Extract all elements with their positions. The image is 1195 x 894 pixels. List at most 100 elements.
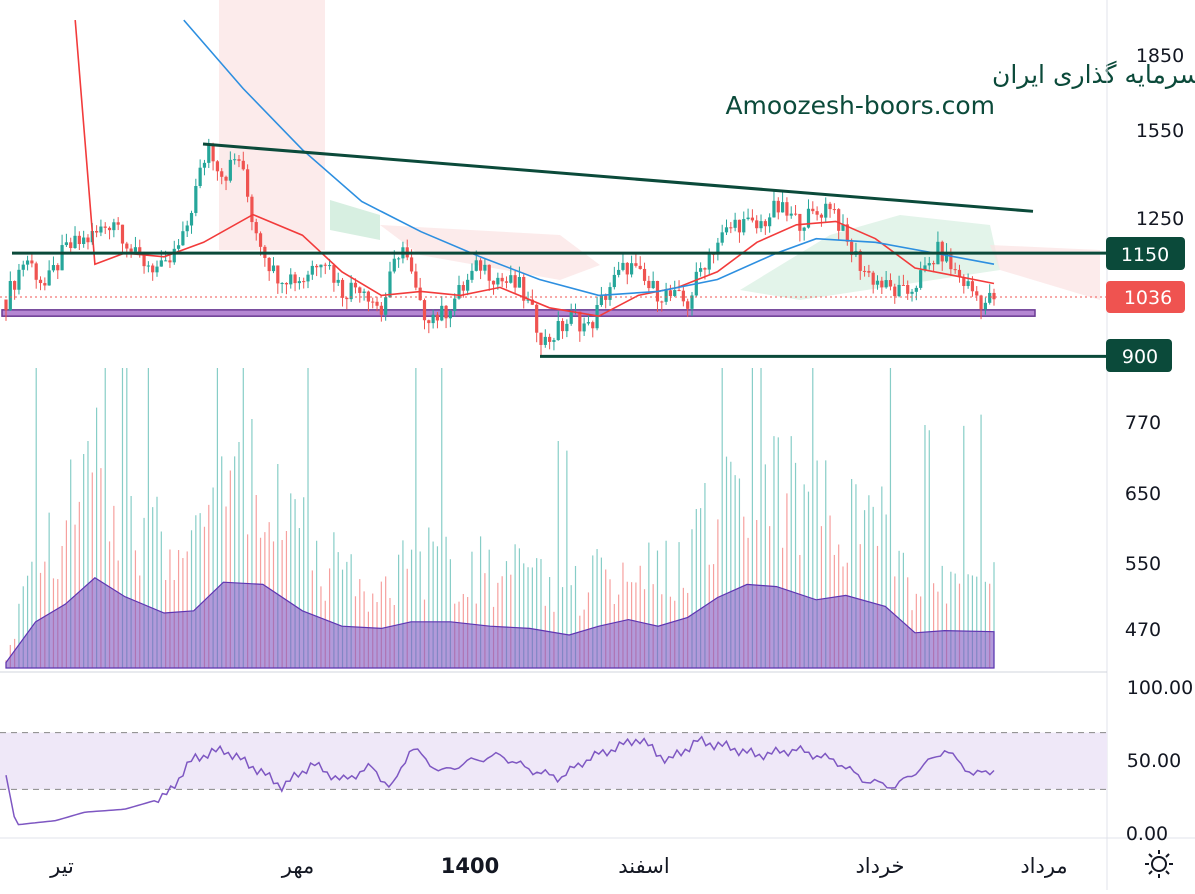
candle [811, 201, 815, 215]
candle [776, 197, 780, 220]
candle [233, 153, 237, 165]
price-axis[interactable]: 1850 1550 1250 770 650 550 470 [1125, 45, 1184, 641]
level-900-label[interactable]: 900 [1106, 339, 1172, 372]
candle [560, 318, 565, 339]
candle [742, 211, 746, 236]
candle [638, 256, 642, 270]
candle [310, 260, 314, 280]
candle [729, 222, 733, 234]
candle [224, 175, 228, 191]
descending-trendline[interactable] [202, 142, 1034, 213]
candle [992, 288, 996, 306]
candle [215, 160, 220, 181]
rsi-line [5, 735, 995, 826]
candle [345, 297, 349, 310]
price-tick: 650 [1125, 483, 1161, 505]
candle [975, 286, 979, 301]
last-price-label[interactable]: 1036 [1106, 281, 1185, 313]
candle [4, 299, 8, 321]
candle [103, 222, 107, 234]
candle [379, 302, 383, 322]
candle [828, 201, 832, 218]
candle [927, 256, 931, 270]
time-tick: مهر [281, 854, 315, 878]
candle [526, 291, 530, 304]
candle [133, 236, 138, 252]
candle [893, 283, 897, 304]
candle [483, 258, 487, 275]
candle [146, 261, 150, 273]
time-axis[interactable]: تیر مهر 1400 اسفند خرداد مرداد [49, 854, 1068, 878]
candle [448, 309, 452, 328]
candle [250, 194, 254, 231]
candle [293, 271, 297, 292]
candle [388, 261, 392, 298]
candle [38, 276, 43, 291]
settings-button[interactable] [1145, 850, 1173, 878]
rsi-pane[interactable] [0, 732, 1107, 826]
candle [82, 230, 86, 248]
sun-icon [1145, 850, 1173, 878]
candle [841, 214, 845, 232]
ma-fast-line [74, 20, 995, 318]
candle [254, 218, 258, 241]
candle [716, 237, 720, 261]
candle [112, 218, 116, 238]
candle [185, 220, 189, 237]
price-tick: 550 [1125, 553, 1161, 575]
candle [664, 282, 668, 305]
level-1150-label[interactable]: 1150 [1106, 237, 1185, 270]
candle [440, 296, 444, 322]
candle [642, 262, 647, 286]
candle [690, 291, 694, 316]
price-tick: 1850 [1136, 45, 1184, 67]
candle [931, 260, 936, 273]
candle [871, 270, 875, 294]
candle [595, 296, 599, 331]
rsi-tick: 100.00 [1127, 677, 1193, 699]
candle [228, 151, 232, 183]
candle [336, 272, 340, 287]
candle [897, 275, 901, 298]
candle [297, 277, 301, 290]
time-tick-year: 1400 [441, 854, 499, 878]
time-tick: خرداد [855, 854, 904, 878]
candle [733, 212, 737, 232]
candle [375, 296, 379, 312]
candle [271, 257, 276, 274]
candle [651, 271, 655, 290]
candle [837, 208, 841, 241]
time-tick: مرداد [1020, 854, 1067, 878]
candle [43, 277, 47, 291]
candle [319, 264, 323, 278]
candle [323, 262, 327, 275]
candle [332, 263, 336, 292]
rsi-axis[interactable]: 100.00 50.00 0.00 [1126, 677, 1193, 845]
candle [276, 265, 280, 294]
candle [763, 219, 767, 235]
candle [168, 255, 172, 268]
candle [51, 256, 56, 273]
candle [69, 237, 73, 254]
candle [194, 178, 198, 217]
candle [280, 282, 284, 294]
time-tick: تیر [49, 854, 74, 878]
candle [750, 209, 754, 223]
level-1150-label-bg [1106, 237, 1185, 270]
candle [556, 311, 560, 341]
candle [284, 282, 289, 295]
candle [202, 159, 207, 176]
candle [487, 264, 491, 291]
level-900-label-text: 900 [1122, 346, 1158, 368]
candle [422, 298, 427, 330]
candle [789, 206, 793, 219]
level-1150-label-text: 1150 [1121, 244, 1169, 266]
candle [13, 280, 17, 300]
candle [17, 263, 21, 295]
candle [211, 142, 215, 171]
candle [629, 255, 634, 278]
candle [802, 226, 806, 241]
level-900-label-bg [1106, 339, 1172, 372]
candle [513, 270, 517, 294]
